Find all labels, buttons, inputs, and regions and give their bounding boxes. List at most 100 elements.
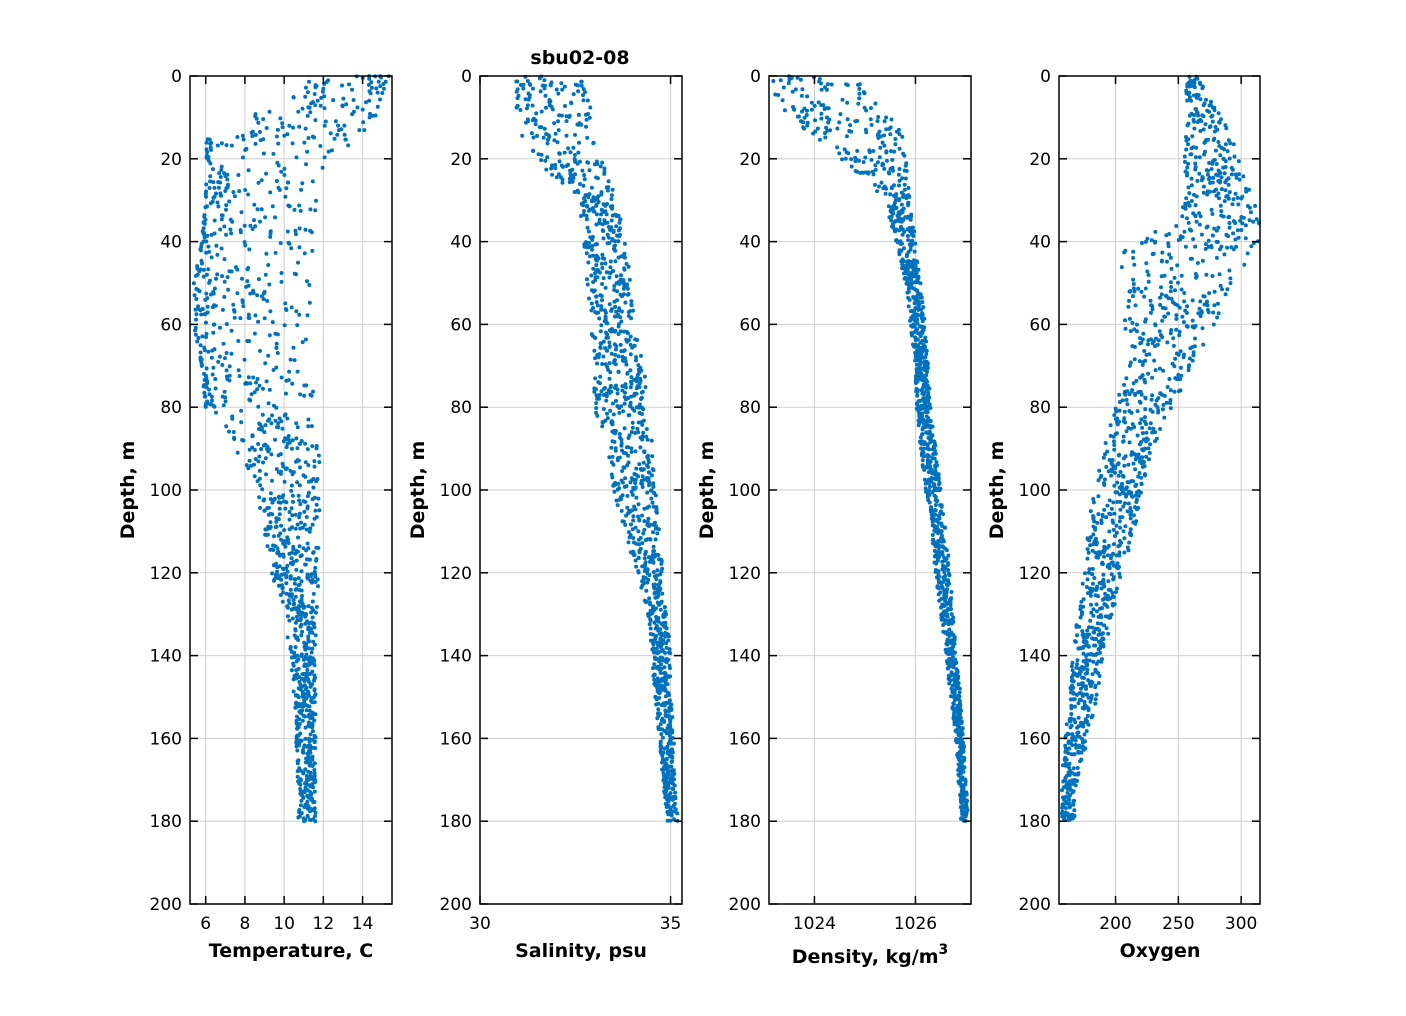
data-point bbox=[250, 434, 255, 439]
data-point bbox=[619, 273, 623, 278]
data-point bbox=[668, 674, 673, 679]
data-point bbox=[945, 587, 950, 592]
data-point bbox=[216, 180, 221, 185]
data-point bbox=[605, 321, 610, 326]
y-tick-label: 80 bbox=[450, 398, 472, 418]
data-point bbox=[1122, 409, 1127, 414]
data-point bbox=[799, 93, 804, 98]
data-point bbox=[219, 164, 224, 169]
data-point bbox=[945, 583, 950, 588]
data-point bbox=[246, 168, 251, 173]
data-point bbox=[873, 182, 877, 187]
data-point bbox=[668, 731, 673, 735]
data-point bbox=[296, 493, 301, 498]
data-point bbox=[645, 571, 650, 576]
data-point bbox=[1141, 331, 1146, 336]
data-point bbox=[603, 261, 608, 266]
data-point bbox=[884, 150, 889, 155]
data-point bbox=[224, 368, 229, 373]
data-point bbox=[320, 89, 325, 94]
data-point bbox=[670, 778, 675, 783]
data-point bbox=[650, 500, 655, 505]
data-point bbox=[259, 207, 264, 212]
data-point bbox=[1191, 237, 1196, 242]
data-point bbox=[858, 170, 863, 175]
data-point bbox=[258, 219, 262, 224]
data-point bbox=[628, 352, 633, 357]
data-point bbox=[956, 733, 961, 738]
data-point bbox=[248, 291, 253, 296]
data-point bbox=[286, 541, 291, 545]
data-point bbox=[378, 97, 382, 102]
data-point bbox=[366, 82, 371, 87]
figure-title: sbu02-08 bbox=[530, 47, 629, 69]
data-point bbox=[294, 659, 299, 664]
data-point bbox=[543, 158, 548, 163]
panel-temperature-xlabel: Temperature, C bbox=[209, 940, 373, 962]
data-point bbox=[1118, 515, 1123, 520]
data-point bbox=[945, 614, 950, 619]
data-point bbox=[310, 615, 315, 620]
data-point bbox=[294, 548, 299, 553]
data-point bbox=[950, 706, 955, 711]
data-point bbox=[241, 304, 246, 309]
panel-density-ylabel: Depth, m bbox=[696, 441, 718, 540]
data-point bbox=[306, 761, 311, 766]
data-point bbox=[876, 115, 881, 119]
data-point bbox=[1195, 261, 1200, 265]
data-point bbox=[955, 730, 960, 735]
data-point bbox=[607, 302, 612, 307]
data-point bbox=[307, 712, 312, 717]
data-point bbox=[309, 818, 313, 822]
data-point bbox=[1148, 421, 1153, 426]
data-point bbox=[924, 454, 929, 459]
data-point bbox=[256, 120, 261, 125]
data-point bbox=[289, 305, 294, 310]
y-tick-label: 20 bbox=[450, 150, 472, 170]
data-point bbox=[242, 357, 247, 362]
data-point bbox=[1132, 262, 1137, 267]
data-point bbox=[620, 384, 625, 389]
data-point bbox=[227, 199, 232, 204]
data-point bbox=[229, 143, 234, 148]
data-point bbox=[300, 708, 305, 713]
data-point bbox=[589, 273, 594, 278]
data-point bbox=[837, 120, 842, 125]
data-point bbox=[949, 612, 954, 617]
data-point bbox=[623, 385, 628, 390]
data-point bbox=[871, 149, 876, 153]
data-point bbox=[877, 184, 881, 189]
data-point bbox=[1089, 696, 1094, 701]
data-point bbox=[207, 137, 212, 142]
data-point bbox=[303, 562, 308, 567]
data-point bbox=[1070, 743, 1075, 747]
data-point bbox=[291, 499, 295, 504]
data-point bbox=[302, 383, 307, 388]
data-point bbox=[641, 418, 646, 423]
data-point bbox=[305, 804, 310, 809]
data-point bbox=[928, 485, 932, 489]
data-point bbox=[324, 80, 329, 84]
data-point bbox=[1069, 752, 1074, 757]
data-point bbox=[897, 178, 902, 183]
data-point bbox=[609, 193, 614, 198]
data-point bbox=[1192, 84, 1197, 89]
data-point bbox=[922, 440, 927, 445]
data-point bbox=[566, 162, 571, 167]
data-point bbox=[264, 379, 269, 384]
data-point bbox=[829, 82, 834, 87]
data-point bbox=[227, 269, 232, 274]
data-point bbox=[296, 758, 301, 763]
data-point bbox=[204, 335, 208, 339]
data-point bbox=[910, 225, 915, 230]
data-point bbox=[261, 297, 266, 302]
data-point bbox=[663, 791, 668, 796]
data-point bbox=[802, 126, 807, 131]
data-point bbox=[614, 347, 618, 352]
data-point bbox=[282, 166, 287, 171]
data-point bbox=[614, 344, 619, 349]
data-point bbox=[352, 109, 356, 114]
data-point bbox=[309, 605, 314, 610]
data-point bbox=[892, 203, 897, 208]
data-point bbox=[1153, 239, 1158, 244]
